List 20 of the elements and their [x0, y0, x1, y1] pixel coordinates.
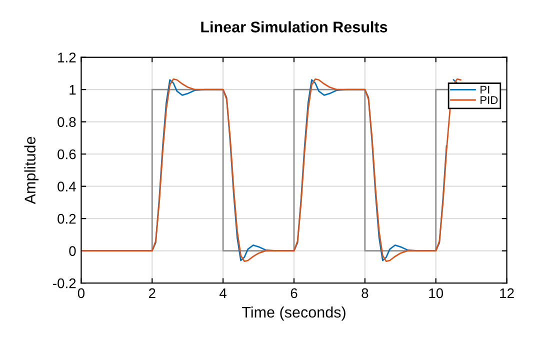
legend-label: PID	[480, 96, 498, 104]
chart-title: Linear Simulation Results	[201, 21, 388, 32]
y-tick-label: 1	[70, 85, 76, 95]
x-tick-label: 6	[290, 288, 298, 298]
y-tick-label: 0.6	[58, 149, 76, 160]
y-tick-label: -0.2	[53, 278, 76, 288]
y-axis-title: Amplitude	[24, 136, 39, 204]
x-axis-title: Time (seconds)	[242, 306, 346, 321]
legend-label: PI	[480, 86, 490, 94]
x-tick-label: 12	[500, 288, 514, 298]
y-tick-label: 0	[69, 246, 76, 256]
x-tick-label: 0	[78, 288, 85, 298]
x-tick-label: 8	[362, 288, 368, 298]
x-tick-label: 2	[148, 288, 156, 298]
y-tick-label: 1.2	[58, 52, 76, 62]
x-tick-label: 4	[220, 288, 227, 298]
y-tick-label: 0.2	[58, 214, 76, 224]
y-tick-label: 0.4	[58, 182, 76, 192]
x-tick-label: 10	[429, 288, 444, 298]
y-tick-label: 0.8	[58, 117, 76, 127]
